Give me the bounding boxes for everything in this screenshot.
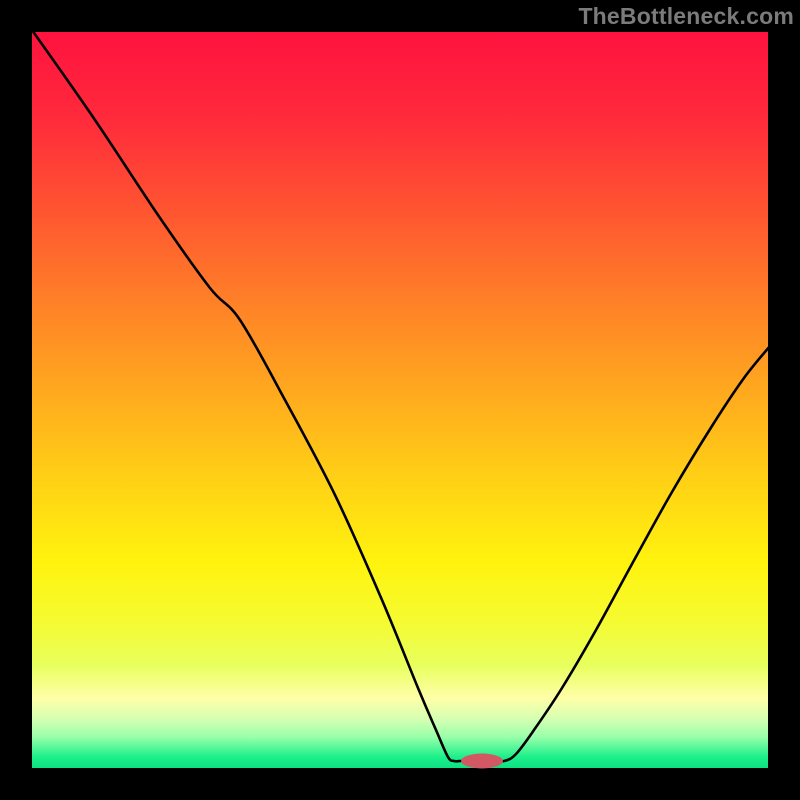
plot-background xyxy=(32,32,768,768)
optimal-marker xyxy=(461,754,503,769)
bottleneck-chart xyxy=(0,0,800,800)
watermark-text: TheBottleneck.com xyxy=(578,3,794,30)
chart-container: TheBottleneck.com xyxy=(0,0,800,800)
